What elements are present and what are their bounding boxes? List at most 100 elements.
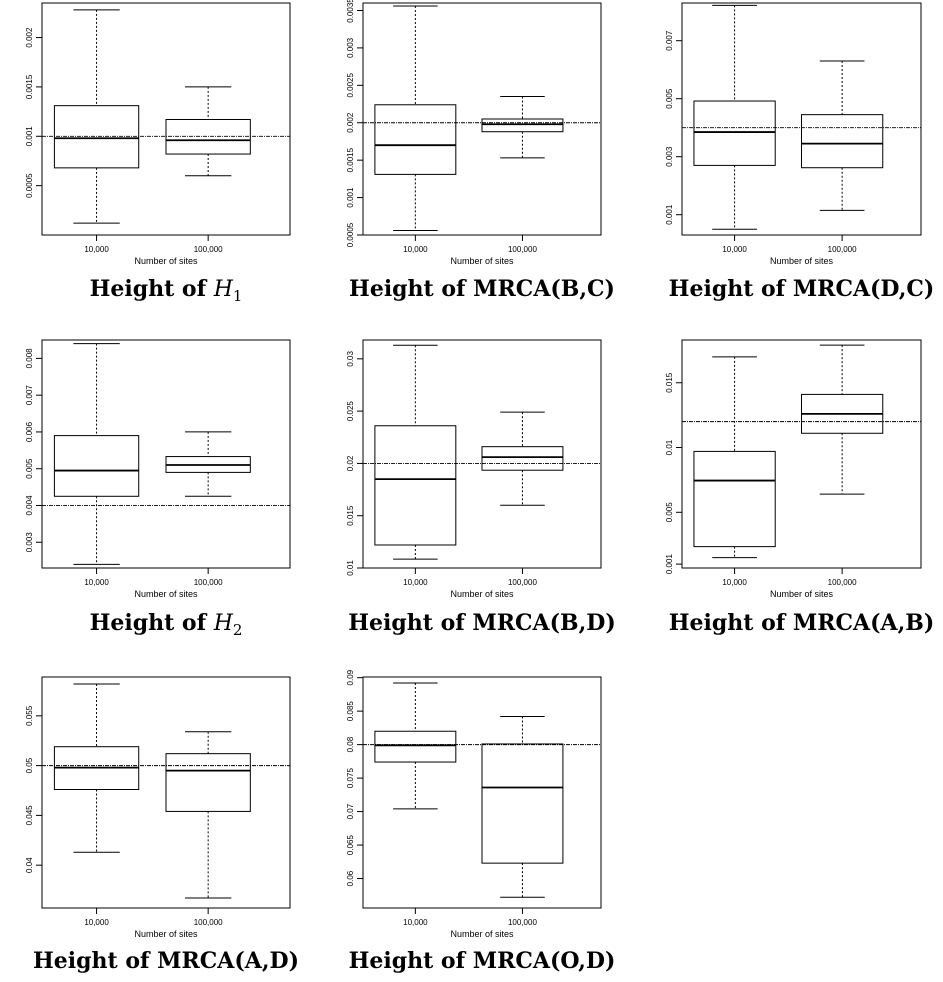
caption-prefix: Height of <box>33 948 157 974</box>
y-tick-label: 0.015 <box>665 372 674 393</box>
x-axis-label: Number of sites <box>770 256 834 266</box>
panel-caption: Height of MRCA(A,B) <box>669 610 935 636</box>
iqr-box <box>693 450 776 548</box>
box-1 <box>693 4 776 230</box>
y-tick-label: 0.08 <box>346 736 355 752</box>
caption-subscript: 2 <box>233 621 243 639</box>
caption-name: MRCA(B,C) <box>473 276 615 302</box>
y-tick-label: 0.0015 <box>346 147 355 172</box>
box-1 <box>374 344 457 560</box>
x-tick-label: 100,000 <box>508 918 537 927</box>
y-tick-label: 0.005 <box>665 88 674 109</box>
y-tick-label: 0.06 <box>346 870 355 886</box>
box-2 <box>481 716 564 898</box>
boxplot-panel-4: 0.003 0.004 0.005 0.006 0.007 0.008 10,000 100,… <box>25 339 291 639</box>
caption-symbol: H <box>213 611 234 636</box>
box-1 <box>53 683 140 853</box>
y-tick-label: 0.085 <box>346 701 355 722</box>
y-tick-label: 0.001 <box>346 187 355 208</box>
plot-frame <box>362 339 602 569</box>
box-2 <box>165 431 251 497</box>
y-tick-label: 0.0015 <box>25 74 34 99</box>
y-tick-label: 0.09 <box>346 669 355 685</box>
y-tick-label: 0.002 <box>25 27 34 48</box>
caption-symbol: H <box>213 277 234 302</box>
y-tick-label: 0.003 <box>665 146 674 167</box>
caption-prefix: Height of <box>90 610 214 636</box>
y-tick-label: 0.05 <box>25 757 34 773</box>
y-tick-label: 0.075 <box>346 768 355 789</box>
caption-prefix: Height of <box>348 610 472 636</box>
caption-prefix: Height of <box>669 276 793 302</box>
box-1 <box>374 5 457 232</box>
x-axis-label: Number of sites <box>134 256 198 266</box>
y-tick-label: 0.001 <box>665 204 674 225</box>
panel-caption: Height of H1 <box>90 276 243 305</box>
y-tick-label: 0.001 <box>25 126 34 147</box>
box-1 <box>374 682 457 810</box>
y-tick-label: 0.0035 <box>346 0 355 23</box>
box-2 <box>165 86 251 177</box>
y-tick-label: 0.005 <box>665 502 674 523</box>
panel-caption: Height of H2 <box>90 610 243 639</box>
caption-prefix: Height of <box>669 610 793 636</box>
y-tick-label: 0.002 <box>346 112 355 133</box>
y-tick-label: 0.0025 <box>346 73 355 98</box>
box-2 <box>165 731 251 899</box>
x-tick-label: 100,000 <box>194 245 223 254</box>
plot-frame <box>41 676 291 909</box>
x-tick-label: 10,000 <box>403 245 428 254</box>
y-tick-label: 0.04 <box>25 857 34 873</box>
iqr-box <box>165 118 251 155</box>
x-axis-label: Number of sites <box>770 589 834 599</box>
plot-frame <box>681 2 922 236</box>
boxplot-panel-2: 0.0005 0.001 0.0015 0.002 0.0025 0.003 0.0035 1… <box>346 0 615 302</box>
x-tick-label: 100,000 <box>194 578 223 587</box>
y-tick-label: 0.003 <box>346 37 355 58</box>
panel-caption: Height of MRCA(B,D) <box>348 610 616 636</box>
x-tick-label: 10,000 <box>403 578 428 587</box>
y-tick-label: 0.03 <box>346 350 355 366</box>
y-tick-label: 0.0005 <box>25 173 34 198</box>
iqr-box <box>374 730 457 763</box>
box-2 <box>481 411 564 506</box>
iqr-box <box>801 114 884 169</box>
box-1 <box>53 9 140 224</box>
caption-name: MRCA(O,D) <box>473 948 616 974</box>
iqr-box <box>53 105 140 169</box>
y-tick-label: 0.01 <box>665 439 674 455</box>
caption-prefix: Height of <box>90 276 214 302</box>
x-tick-label: 10,000 <box>84 918 109 927</box>
panel-caption: Height of MRCA(D,C) <box>669 276 935 302</box>
y-tick-label: 0.007 <box>25 385 34 406</box>
boxplot-panel-1: 0.0005 0.001 0.0015 0.002 10,000 100,000 Numbe… <box>25 2 291 305</box>
y-tick-label: 0.003 <box>25 532 34 553</box>
x-axis-label: Number of sites <box>450 589 514 599</box>
panel-caption: Height of MRCA(O,D) <box>349 948 616 974</box>
iqr-box <box>481 743 564 864</box>
x-axis-label: Number of sites <box>450 256 514 266</box>
caption-prefix: Height of <box>349 276 473 302</box>
x-axis-label: Number of sites <box>134 589 198 599</box>
caption-prefix: Height of <box>349 948 473 974</box>
iqr-box <box>481 446 564 471</box>
y-tick-label: 0.006 <box>25 421 34 442</box>
y-tick-label: 0.005 <box>25 458 34 479</box>
plot-frame <box>681 339 922 569</box>
x-tick-label: 10,000 <box>403 918 428 927</box>
y-tick-label: 0.02 <box>346 455 355 471</box>
iqr-box <box>374 104 457 175</box>
y-tick-label: 0.008 <box>25 348 34 369</box>
iqr-box <box>165 753 251 812</box>
caption-name: MRCA(D,C) <box>793 276 935 302</box>
iqr-box <box>693 100 776 166</box>
y-tick-label: 0.004 <box>25 495 34 516</box>
x-axis-label: Number of sites <box>450 929 514 939</box>
x-tick-label: 10,000 <box>722 578 747 587</box>
y-tick-label: 0.007 <box>665 30 674 51</box>
x-tick-label: 10,000 <box>722 245 747 254</box>
y-tick-label: 0.065 <box>346 835 355 856</box>
boxplot-panel-7: 0.04 0.045 0.05 0.055 10,000 100,000 Number of… <box>25 676 299 974</box>
box-1 <box>693 356 776 559</box>
